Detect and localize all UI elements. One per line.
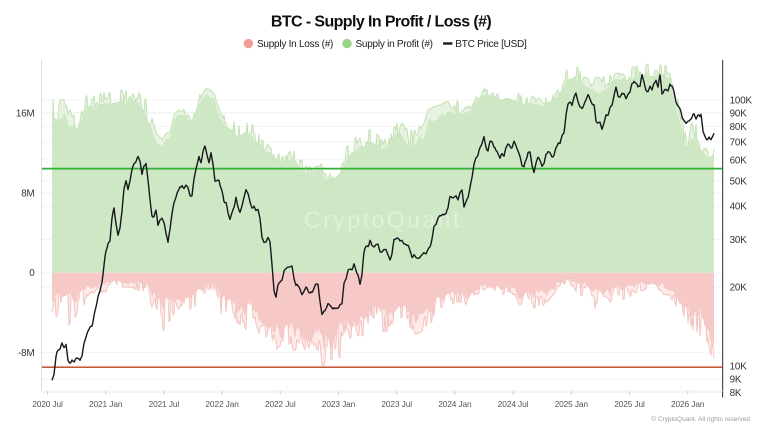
svg-text:60K: 60K: [730, 155, 748, 166]
svg-text:30K: 30K: [730, 235, 748, 246]
svg-text:50K: 50K: [730, 176, 748, 187]
svg-text:2025 Jul: 2025 Jul: [614, 399, 645, 409]
svg-text:Supply in Profit (#): Supply in Profit (#): [356, 39, 433, 50]
svg-text:0: 0: [29, 268, 35, 279]
svg-text:BTC Price [USD]: BTC Price [USD]: [455, 39, 527, 50]
svg-text:9K: 9K: [730, 375, 742, 386]
svg-text:10K: 10K: [730, 361, 748, 372]
svg-text:16M: 16M: [16, 109, 35, 120]
svg-text:2022 Jul: 2022 Jul: [265, 399, 296, 409]
svg-text:2022 Jan: 2022 Jan: [205, 399, 239, 409]
svg-text:2025 Jan: 2025 Jan: [555, 399, 589, 409]
svg-text:90K: 90K: [730, 108, 748, 119]
svg-text:2024 Jul: 2024 Jul: [498, 399, 529, 409]
svg-text:2024 Jan: 2024 Jan: [438, 399, 472, 409]
svg-text:8M: 8M: [21, 189, 34, 200]
svg-text:100K: 100K: [730, 96, 753, 107]
svg-text:2026 Jan: 2026 Jan: [671, 399, 705, 409]
svg-text:BTC - Supply In Profit / Loss: BTC - Supply In Profit / Loss (#): [271, 13, 491, 30]
svg-text:2021 Jan: 2021 Jan: [89, 399, 123, 409]
svg-text:2021 Jul: 2021 Jul: [149, 399, 180, 409]
svg-text:2020 Jul: 2020 Jul: [32, 399, 63, 409]
svg-text:-8M: -8M: [18, 348, 34, 359]
svg-text:8K: 8K: [730, 388, 742, 399]
svg-text:2023 Jul: 2023 Jul: [381, 399, 412, 409]
svg-text:40K: 40K: [730, 202, 748, 213]
svg-text:20K: 20K: [730, 283, 748, 294]
svg-text:80K: 80K: [730, 122, 748, 133]
svg-text:Supply In Loss (#): Supply In Loss (#): [257, 39, 333, 50]
svg-text:70K: 70K: [730, 138, 748, 149]
svg-text:2023 Jan: 2023 Jan: [322, 399, 356, 409]
svg-text:© CryptoQuant. All rights rese: © CryptoQuant. All rights reserved: [651, 415, 750, 423]
